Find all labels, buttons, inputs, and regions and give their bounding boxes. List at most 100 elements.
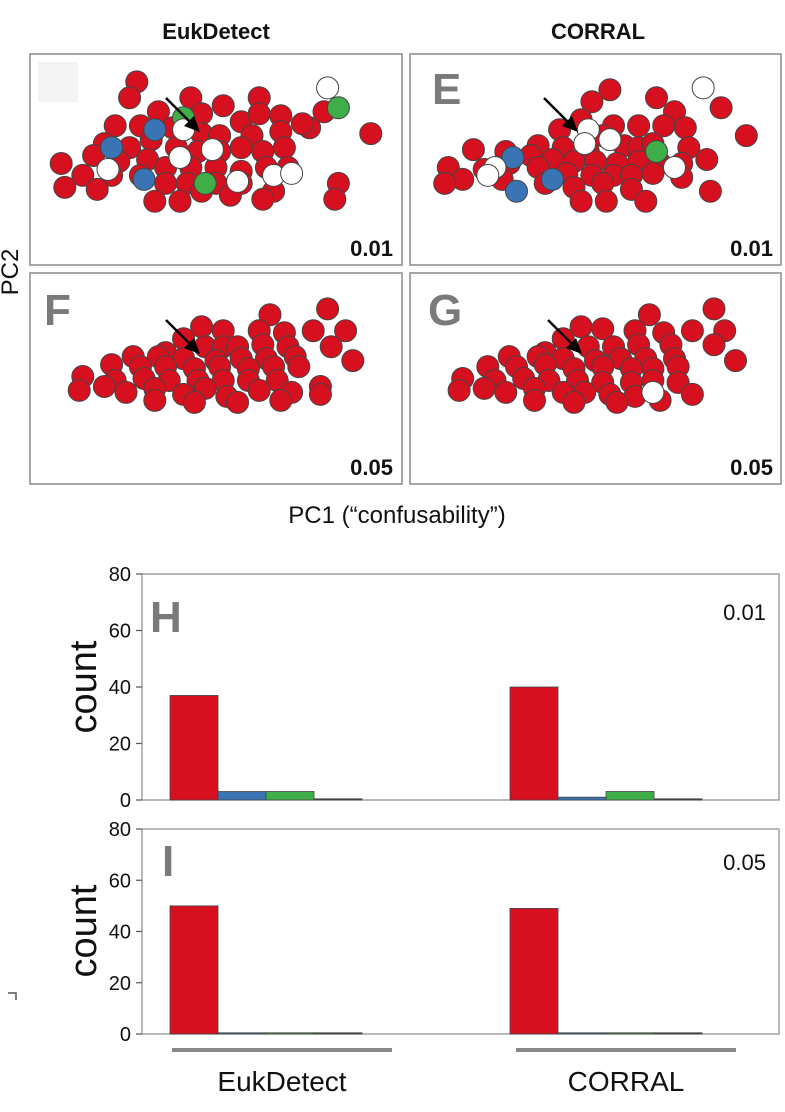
scatter-point-red	[569, 189, 593, 213]
scatter-point-red	[143, 388, 167, 412]
threshold-label: 0.01	[350, 236, 393, 261]
bar-corral-green	[605, 1032, 655, 1035]
y-tick-label: 40	[109, 677, 131, 699]
y-axis-ticks: 0 20 40 60 80	[109, 819, 142, 1046]
scatter-points	[433, 76, 758, 213]
scatter-point-red	[229, 136, 253, 160]
scatter-point-red	[702, 297, 726, 321]
group-underline-corral	[516, 1048, 736, 1052]
scatter-point-white	[316, 76, 340, 100]
scatter-point-red	[724, 349, 747, 373]
scatter-point-red	[709, 96, 733, 120]
scatter-point-red	[85, 177, 109, 201]
scatter-point-red	[341, 349, 365, 373]
column-title-corral: CORRAL	[551, 19, 645, 44]
scatter-point-red	[247, 378, 271, 402]
panel-letter: I	[162, 837, 174, 886]
bar-corral-green	[605, 791, 655, 801]
y-tick-label: 80	[109, 819, 131, 841]
scatter-point-red	[272, 136, 296, 160]
scatter-point-green	[326, 96, 350, 120]
scatter-point-red	[562, 390, 586, 414]
scatter-point-red	[308, 382, 332, 406]
arrow-icon	[543, 97, 578, 132]
panel-letter-placeholder	[38, 62, 78, 102]
scatter-point-red	[627, 114, 651, 138]
scatter-point-red	[71, 163, 95, 187]
scatter-point-red	[447, 378, 471, 402]
scatter-point-red	[269, 388, 293, 412]
y-axis-ticks: 0 20 40 60 80	[109, 564, 142, 812]
scatter-point-red	[258, 303, 282, 327]
group-underline-eukdetect	[172, 1048, 392, 1052]
threshold-label: 0.01	[723, 600, 766, 625]
scatter-point-red	[49, 152, 73, 175]
scatter-point-red	[316, 297, 340, 321]
scatter-point-white	[96, 157, 120, 181]
bar-chart-frame	[141, 828, 780, 1035]
scatter-point-red	[680, 319, 704, 343]
scatter-point-red	[247, 102, 271, 126]
threshold-label: 0.05	[350, 455, 393, 480]
scatter-point-blue	[143, 118, 167, 142]
scatter-point-red	[598, 78, 622, 102]
threshold-label: 0.05	[723, 850, 766, 875]
arrow-icon	[547, 319, 582, 354]
scatter-point-blue	[501, 146, 525, 169]
scatter-point-red	[698, 179, 722, 203]
scatter-point-red	[433, 171, 457, 195]
scatter-point-red	[734, 124, 758, 148]
bar-eukdetect-green	[265, 1032, 315, 1035]
bar-eukdetect-green	[265, 791, 315, 801]
scatter-points	[49, 70, 383, 213]
scatter-point-blue	[100, 136, 124, 160]
scatter-panel-d: 0.01	[29, 53, 403, 266]
bar-chart-h: H 0.01 0 20 40 60 80 count	[63, 564, 780, 812]
scatter-point-white	[280, 161, 304, 185]
scatter-point-red	[118, 86, 142, 110]
scatter-point-red	[695, 148, 719, 171]
scatter-point-red	[680, 382, 704, 406]
x-axis-label-pc1: PC1 (“confusability”)	[288, 502, 505, 529]
scatter-point-red	[637, 303, 661, 327]
scatter-point-red	[594, 189, 618, 213]
scatter-point-red	[605, 390, 629, 414]
y-tick-label: 60	[109, 621, 131, 643]
y-tick-label: 0	[120, 1024, 131, 1046]
scatter-point-white	[691, 76, 715, 100]
bar-corral-blue	[557, 1032, 607, 1035]
y-axis-label-count: count	[63, 640, 105, 733]
threshold-label: 0.01	[730, 236, 773, 261]
scatter-point-red	[290, 112, 314, 136]
scatter-point-green	[193, 171, 217, 195]
y-tick-label: 60	[109, 870, 131, 892]
y-tick-label: 20	[109, 734, 131, 756]
bar-corral-red	[509, 908, 559, 1035]
scatter-point-blue	[132, 167, 156, 191]
scatter-point-red	[53, 175, 77, 199]
scatter-point-white	[598, 128, 622, 152]
scatter-point-white	[573, 132, 597, 156]
bar-corral-blue	[557, 796, 607, 801]
scatter-point-red	[673, 116, 697, 140]
column-title-eukdetect: EukDetect	[162, 19, 270, 44]
scatter-point-red	[323, 187, 347, 211]
scatter-point-red	[494, 380, 518, 404]
scatter-point-white	[226, 169, 250, 193]
bar-corral-white	[653, 798, 703, 801]
scatter-point-red	[287, 355, 311, 379]
scatter-point-red	[461, 138, 485, 162]
bars	[169, 905, 703, 1035]
scatter-point-red	[211, 94, 235, 118]
arrow-icon	[165, 319, 200, 354]
scatter-point-red	[523, 388, 546, 412]
scatter-point-white	[168, 146, 192, 169]
scatter-point-blue	[540, 167, 564, 191]
scatter-point-red	[67, 378, 91, 402]
scatter-point-blue	[505, 179, 528, 203]
y-tick-label: 40	[109, 922, 131, 944]
crop-mark	[8, 992, 17, 1000]
bar-corral-red	[509, 686, 559, 801]
scatter-point-red	[641, 161, 665, 185]
